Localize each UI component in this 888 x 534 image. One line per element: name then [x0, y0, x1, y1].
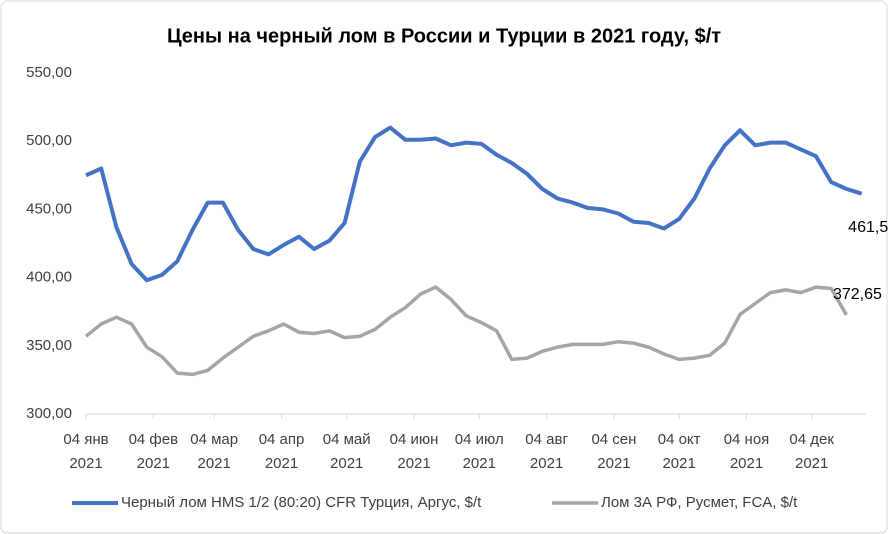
y-tick-label: 300,00	[26, 405, 72, 422]
y-tick-label: 450,00	[26, 200, 72, 217]
y-tick-label: 500,00	[26, 132, 72, 149]
x-tick-label: 04 фев 2021	[128, 431, 179, 472]
x-tick-label: 04 янв 2021	[63, 431, 109, 472]
legend-label: Черный лом HMS 1/2 (80:20) CFR Турция, А…	[121, 494, 482, 511]
x-tick-label: 04 май 2021	[322, 431, 371, 472]
x-tick-label: 04 ноя 2021	[723, 431, 770, 472]
x-tick-label: 04 авг 2021	[525, 431, 568, 472]
data-label: 461,50	[848, 219, 888, 236]
legend-label: Лом 3А РФ, Русмет, FCA, $/t	[601, 494, 798, 511]
data-label: 372,65	[833, 286, 882, 303]
y-tick-label: 550,00	[26, 64, 72, 81]
y-tick-label: 400,00	[26, 269, 72, 286]
series-line	[84, 285, 848, 377]
x-tick-label: 04 июл 2021	[454, 431, 504, 472]
y-tick-label: 350,00	[26, 337, 72, 354]
x-tick-label: 04 дек 2021	[789, 431, 834, 472]
x-tick-label: 04 окт 2021	[657, 431, 701, 472]
x-tick-label: 04 сен 2021	[591, 431, 637, 472]
series-line	[85, 125, 863, 283]
chart-title: Цены на черный лом в России и Турции в 2…	[167, 25, 721, 47]
x-tick-label: 04 мар 2021	[190, 431, 239, 472]
x-tick-label: 04 июн 2021	[389, 431, 439, 472]
x-tick-label: 04 апр 2021	[258, 431, 305, 472]
